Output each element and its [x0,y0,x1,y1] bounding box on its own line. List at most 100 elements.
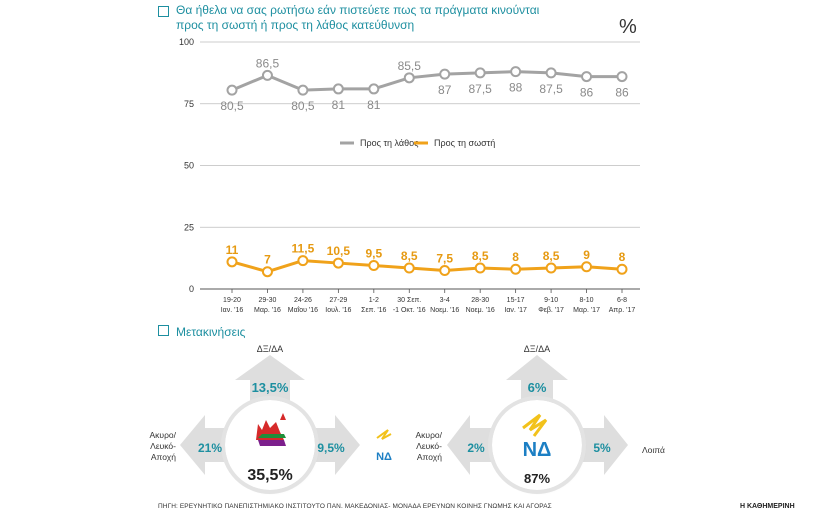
left-arrow-right [447,415,496,475]
syriza-logo-icon [256,413,286,446]
data-point [616,71,628,83]
data-point [403,72,415,84]
left-left-value: 21% [198,441,222,455]
x-tick-label: 28-30 [471,297,489,304]
right-up-value: 6% [528,380,547,395]
data-point [474,262,486,274]
data-label: 88 [509,81,523,95]
right-up-label: ΔΞ/ΔΑ [524,344,550,354]
data-label: 7 [264,253,271,267]
nd-logo-icon: ΝΔ [522,413,552,461]
header-checkbox-icon [158,6,169,17]
x-tick-label: 29-30 [259,297,277,304]
left-arrow [180,415,230,475]
x-tick-label: -1 Οκτ. '16 [393,307,426,314]
data-point [226,84,238,96]
x-tick-label: 15-17 [507,297,525,304]
data-label: 8,5 [543,249,560,263]
nd-small-text: ΝΔ [376,451,392,463]
left-center-value: 35,5% [247,467,292,484]
data-label: 80,5 [291,99,315,113]
data-point [403,262,415,274]
y-tick-label: 50 [184,161,194,171]
data-label: 87,5 [469,82,493,96]
data-label: 87 [438,83,452,97]
data-label: 11,5 [292,242,315,256]
left-up-label: ΔΞ/ΔΑ [257,344,283,354]
transitions-diagram: 35,5% ΔΞ/ΔΑ 13,5% 21% 9,5% Ακυρο/ Λευκό-… [150,344,665,494]
data-point [510,66,522,78]
x-tick-label: 8-10 [580,297,594,304]
x-tick-label: Απρ. '17 [609,307,636,314]
right-arrow-right [578,415,628,475]
data-label: 8,5 [401,249,418,263]
y-tick-label: 25 [184,222,194,232]
nd-small-logo-icon: ΝΔ [376,429,392,463]
legend-label: Προς τη σωστή [434,138,495,148]
data-point [581,71,593,83]
nd-logo-text: ΝΔ [523,439,552,461]
data-point [439,264,451,276]
data-point [297,84,309,96]
up-arrow-right [506,355,568,412]
series-line-0 [231,70,622,92]
x-tick-label: Φεβ. '17 [538,307,564,314]
up-arrow [235,355,305,412]
data-point [368,260,380,272]
data-point [332,257,344,269]
y-tick-label: 0 [189,284,194,294]
data-point [368,83,380,95]
left-up-value: 13,5% [252,380,289,395]
x-tick-label: 19-20 [223,297,241,304]
data-point [581,261,593,273]
data-point [616,263,628,275]
y-tick-label: 75 [184,99,194,109]
chart-title-line-1: Θα ήθελα να σας ρωτήσω εάν πιστεύετε πως… [176,3,540,17]
data-label: 85,5 [398,59,422,73]
right-left-label-2: Λευκό- [416,441,442,451]
data-label: 9,5 [365,247,382,261]
right-arrow [310,415,360,475]
legend-label: Προς τη λάθος [360,138,419,148]
series-line-1 [231,259,623,274]
data-label: 86,5 [256,56,280,70]
x-tick-label: 24-26 [294,297,312,304]
x-tick-label: Μαρ. '17 [573,307,600,314]
right-right-label: Λοιπά [642,445,665,455]
unit-label: % [619,16,637,38]
source-note: ΠΗΓΗ: ΕΡΕΥΝΗΤΙΚΟ ΠΑΝΕΠΙΣΤΗΜΙΑΚΟ ΙΝΣΤΙΤΟΥ… [158,503,552,510]
x-tick-label: 6-8 [617,297,627,304]
center-ring [221,396,319,494]
data-label: 86 [580,86,594,100]
left-transition-group: 35,5% ΔΞ/ΔΑ 13,5% 21% 9,5% Ακυρο/ Λευκό-… [150,344,392,494]
x-tick-label: Ιουλ. '16 [325,307,351,314]
data-point [261,266,273,278]
center-ring-right [488,396,586,494]
data-label: 10,5 [327,244,351,258]
section-checkbox-icon [158,325,169,336]
transitions-title: Μετακινήσεις [176,325,246,339]
data-label: 81 [332,98,346,112]
center-circle-right [492,400,582,490]
x-tick-label: Νοεμ. '16 [466,307,495,314]
right-right-value: 5% [593,441,611,455]
data-label: 8,5 [472,249,489,263]
right-left-value: 2% [467,441,485,455]
right-left-label-1: Ακυρο/ [416,430,443,440]
line-chart: 0 25 50 75 100 19-20 Ιαν. '16 29-30 Μαρ. '16 24-2… [179,37,640,314]
x-tick-label: 27-29 [329,297,347,304]
left-left-label-3: Αποχή [151,452,176,462]
x-tick-label: Νοεμ. '16 [430,307,459,314]
data-label: 86 [615,86,629,100]
transitions-section-header: Μετακινήσεις [158,323,245,341]
x-tick-label: Σεπ. '16 [361,307,386,314]
data-label: 81 [367,98,381,112]
left-left-label-2: Λευκό- [150,441,176,451]
chart-header: Θα ήθελα να σας ρωτήσω εάν πιστεύετε πως… [158,3,678,33]
x-tick-label: Ιαν. '17 [504,307,527,314]
data-label: 8 [512,250,519,264]
data-point [261,69,273,81]
data-point [545,67,557,79]
data-point [510,263,522,275]
right-transition-group: ΝΔ 87% ΔΞ/ΔΑ 6% 2% 5% Ακυρο/ Λευκό- Αποχ… [416,344,665,494]
